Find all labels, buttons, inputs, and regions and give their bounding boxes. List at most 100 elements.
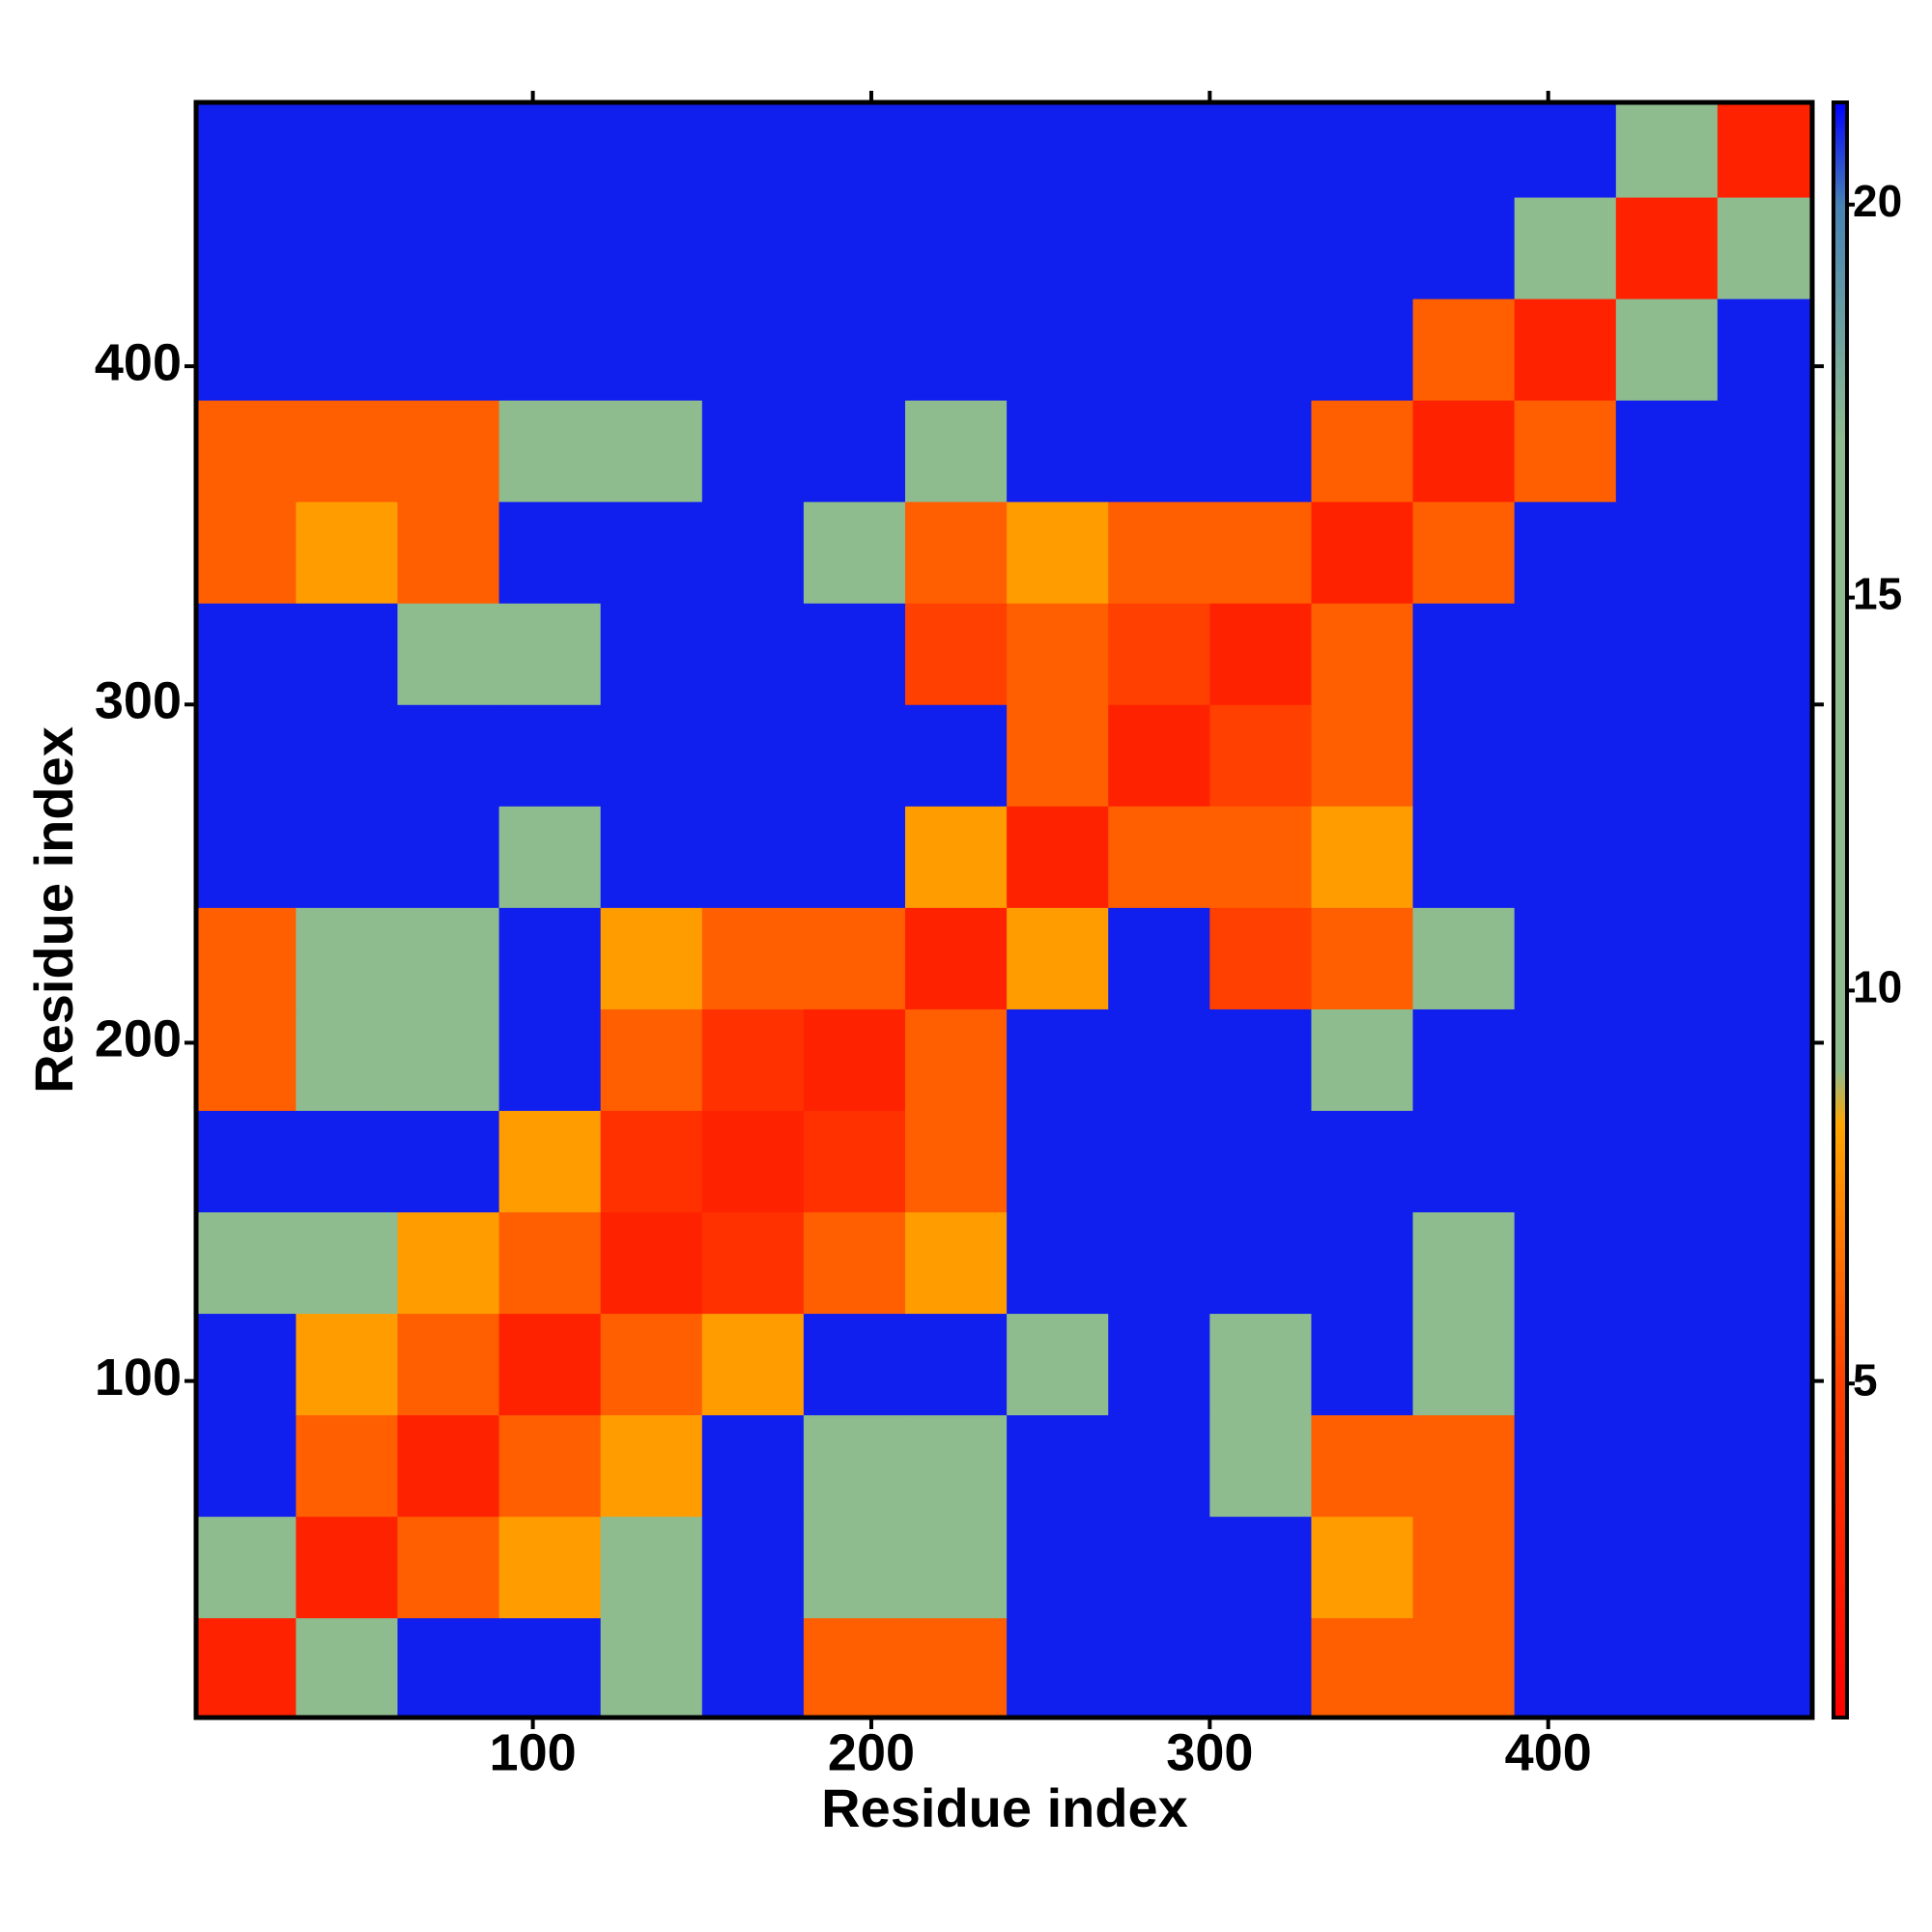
heatmap-cell bbox=[1717, 298, 1812, 401]
heatmap-cell bbox=[1311, 1313, 1414, 1416]
heatmap-cell bbox=[803, 907, 906, 1009]
heatmap-cell bbox=[1615, 501, 1719, 604]
heatmap-cell bbox=[196, 1009, 297, 1111]
heatmap-cell bbox=[1615, 704, 1719, 807]
heatmap-cell bbox=[397, 704, 500, 807]
heatmap-cell bbox=[1209, 907, 1312, 1009]
heatmap-cell bbox=[1615, 907, 1719, 1009]
heatmap-cell bbox=[196, 501, 297, 604]
heatmap-cell bbox=[600, 298, 703, 401]
heatmap-cell bbox=[397, 400, 500, 502]
heatmap-cell bbox=[1514, 704, 1617, 807]
heatmap-cell bbox=[1412, 102, 1516, 198]
heatmap-cell bbox=[1412, 298, 1516, 401]
heatmap-cell bbox=[701, 1313, 805, 1416]
heatmap-cell bbox=[905, 603, 1008, 705]
heatmap-cell bbox=[397, 1414, 500, 1518]
heatmap-cell bbox=[1311, 400, 1414, 502]
heatmap-cell bbox=[803, 1617, 906, 1718]
heatmap-cell bbox=[1108, 907, 1210, 1009]
heatmap-cell bbox=[803, 1110, 906, 1213]
heatmap-cell bbox=[1311, 1617, 1414, 1718]
heatmap-cell bbox=[196, 907, 297, 1009]
heatmap-cell bbox=[803, 197, 906, 299]
heatmap-cell bbox=[905, 298, 1008, 401]
heatmap-cell bbox=[1514, 1516, 1617, 1619]
heatmap-cell bbox=[905, 501, 1008, 604]
heatmap-cell bbox=[701, 806, 805, 908]
heatmap-cell bbox=[701, 1414, 805, 1518]
heatmap-cell bbox=[1108, 1414, 1210, 1518]
heatmap-cell bbox=[498, 1516, 602, 1619]
heatmap-cell bbox=[196, 603, 297, 705]
colorbar-tick-label: 10 bbox=[1853, 962, 1902, 1012]
heatmap-cell bbox=[701, 197, 805, 299]
heatmap-cell bbox=[397, 1313, 500, 1416]
heatmap-cell bbox=[803, 1211, 906, 1315]
heatmap-cell bbox=[1615, 806, 1719, 908]
heatmap-cell bbox=[397, 603, 500, 705]
heatmap-cell bbox=[905, 400, 1008, 502]
heatmap-cell bbox=[196, 102, 297, 198]
heatmap-cell bbox=[1412, 197, 1516, 299]
heatmap-cell bbox=[1615, 102, 1719, 198]
heatmap-cell bbox=[600, 1516, 703, 1619]
heatmap-cell bbox=[701, 400, 805, 502]
heatmap-cell bbox=[1209, 102, 1312, 198]
heatmap-cell bbox=[1514, 1211, 1617, 1315]
heatmap-cell bbox=[397, 1516, 500, 1619]
heatmap-cell bbox=[498, 102, 602, 198]
heatmap-cell bbox=[1514, 1414, 1617, 1518]
heatmap-cell bbox=[701, 907, 805, 1009]
heatmap-cell bbox=[1615, 197, 1719, 299]
heatmap bbox=[196, 102, 1812, 1718]
heatmap-cell bbox=[296, 1617, 398, 1718]
heatmap-cell bbox=[803, 501, 906, 604]
heatmap-cell bbox=[1108, 400, 1210, 502]
heatmap-cell bbox=[905, 1516, 1008, 1619]
heatmap-cell bbox=[1311, 907, 1414, 1009]
heatmap-cell bbox=[1615, 1313, 1719, 1416]
x-tick-label: 400 bbox=[1505, 1723, 1592, 1781]
heatmap-cell bbox=[600, 1414, 703, 1518]
heatmap-cell bbox=[1615, 298, 1719, 401]
heatmap-cell bbox=[196, 1110, 297, 1213]
heatmap-cell bbox=[296, 704, 398, 807]
heatmap-cell bbox=[1412, 1617, 1516, 1718]
y-axis-label: Residue index bbox=[23, 726, 84, 1094]
heatmap-cell bbox=[1007, 907, 1109, 1009]
heatmap-cell bbox=[1007, 298, 1109, 401]
heatmap-cell bbox=[1717, 102, 1812, 198]
heatmap-cell bbox=[1108, 1009, 1210, 1111]
heatmap-cell bbox=[1108, 1313, 1210, 1416]
heatmap-cell bbox=[1717, 197, 1812, 299]
heatmap-cell bbox=[498, 400, 602, 502]
heatmap-cell bbox=[296, 907, 398, 1009]
heatmap-cell bbox=[600, 907, 703, 1009]
heatmap-cell bbox=[803, 1414, 906, 1518]
heatmap-cell bbox=[1514, 197, 1617, 299]
x-tick-label: 300 bbox=[1166, 1723, 1253, 1781]
heatmap-cell bbox=[1311, 298, 1414, 401]
heatmap-cell bbox=[600, 501, 703, 604]
heatmap-cell bbox=[905, 1617, 1008, 1718]
heatmap-cell bbox=[1514, 298, 1617, 401]
heatmap-cell bbox=[1108, 102, 1210, 198]
heatmap-cell bbox=[1007, 1211, 1109, 1315]
heatmap-cell bbox=[600, 400, 703, 502]
heatmap-cell bbox=[1717, 1414, 1812, 1518]
heatmap-cell bbox=[1007, 1313, 1109, 1416]
heatmap-cell bbox=[498, 704, 602, 807]
heatmap-cell bbox=[296, 1414, 398, 1518]
heatmap-cell bbox=[905, 907, 1008, 1009]
heatmap-cell bbox=[1717, 806, 1812, 908]
heatmap-cell bbox=[498, 1211, 602, 1315]
heatmap-cell bbox=[600, 197, 703, 299]
heatmap-cell bbox=[1108, 704, 1210, 807]
heatmap-cell bbox=[600, 1313, 703, 1416]
heatmap-cell bbox=[296, 501, 398, 604]
heatmap-cell bbox=[1311, 704, 1414, 807]
x-tick-label: 100 bbox=[490, 1723, 577, 1781]
heatmap-cell bbox=[803, 298, 906, 401]
x-tick-label: 200 bbox=[828, 1723, 915, 1781]
